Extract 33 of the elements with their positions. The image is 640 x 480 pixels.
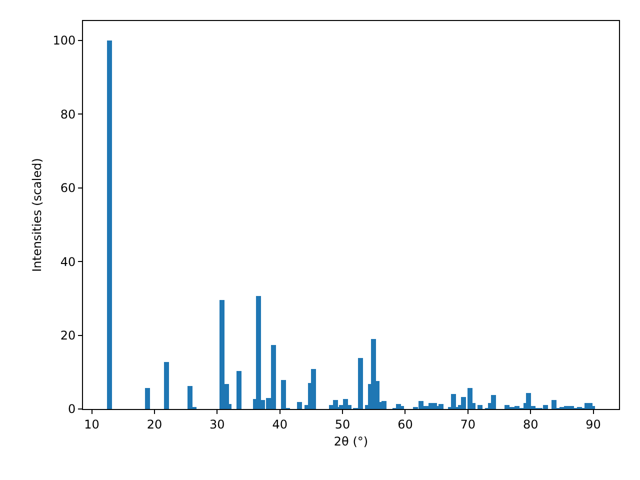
bar — [296, 402, 302, 409]
bar — [551, 400, 556, 409]
x-tick-label: 60 — [398, 417, 413, 432]
bar — [450, 394, 456, 409]
bar — [236, 371, 242, 409]
y-tick-label: 100 — [52, 34, 76, 48]
bar — [381, 400, 386, 409]
bar — [477, 404, 482, 409]
x-tick-label: 20 — [146, 417, 162, 432]
bar — [491, 395, 496, 409]
y-tick-label: 40 — [60, 254, 76, 269]
bar — [526, 393, 532, 409]
y-axis-title: Intensities (scaled) — [30, 158, 44, 272]
x-tick-label: 10 — [84, 417, 100, 432]
bar — [188, 386, 193, 409]
x-tick-label: 40 — [272, 417, 288, 432]
y-tick-label: 60 — [60, 181, 76, 196]
bar — [311, 368, 316, 409]
bar — [256, 296, 262, 409]
x-tick-label: 30 — [210, 417, 225, 432]
bar — [145, 388, 150, 409]
bar — [281, 380, 286, 409]
x-tick-label: 90 — [586, 417, 601, 432]
x-tick-label: 50 — [334, 417, 350, 432]
y-tick-label: 0 — [68, 402, 76, 416]
x-tick-label: 80 — [522, 417, 538, 432]
bar — [164, 362, 169, 409]
y-tick-label: 20 — [60, 328, 76, 343]
y-tick-label: 80 — [60, 107, 76, 122]
bar — [106, 40, 112, 409]
x-tick-label: 70 — [460, 417, 476, 432]
bar — [220, 300, 225, 409]
x-axis-title: 2θ (°) — [334, 434, 368, 448]
